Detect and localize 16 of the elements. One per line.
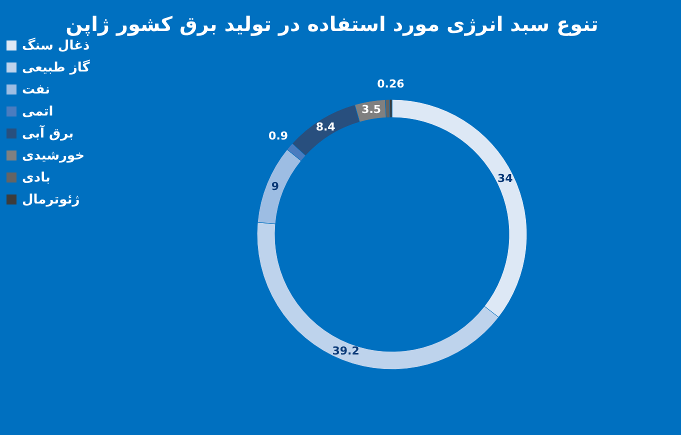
legend-label: گاز طبیعی: [22, 60, 90, 76]
legend-label: برق آبی: [22, 124, 74, 142]
legend-label: ذغال سنگ: [22, 38, 90, 54]
data-label: 9: [271, 180, 280, 194]
data-label: 8.4: [316, 120, 336, 134]
chart-title: تنوع سبد انرژی مورد استفاده در تولید برق کشور ژاپن: [66, 12, 598, 36]
data-label: 0.26: [377, 78, 405, 91]
legend-label: خورشیدی: [22, 148, 85, 164]
data-label: 3.5: [362, 103, 382, 116]
legend-label: بادی: [22, 170, 50, 186]
legend-label: نفت: [22, 82, 50, 98]
data-label: 34: [498, 172, 514, 186]
data-label: 39.2: [332, 344, 360, 358]
legend-label: اتمی: [22, 104, 54, 120]
data-label: 0.9: [268, 130, 288, 143]
legend-label: ژئوترمال: [22, 192, 80, 208]
